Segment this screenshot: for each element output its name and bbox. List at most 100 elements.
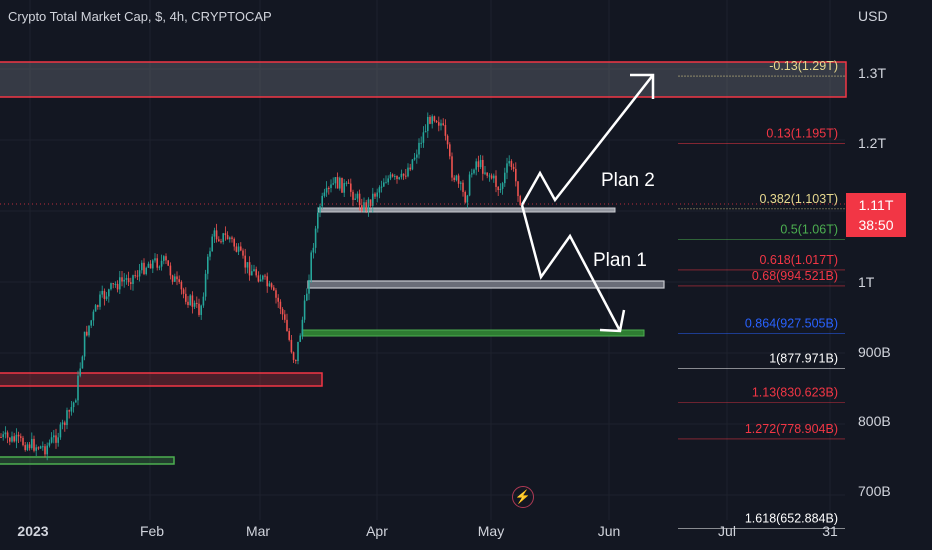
plan-1-arrowhead: [599, 309, 626, 333]
candle-body: [158, 266, 161, 268]
candle-body: [171, 275, 174, 282]
candle-body: [116, 283, 119, 290]
candle-body: [149, 263, 152, 269]
candle-body: [266, 276, 268, 287]
candle-body: [336, 177, 339, 189]
candle-body: [257, 275, 260, 282]
candle-body: [284, 314, 286, 320]
candle-body: [317, 212, 319, 229]
candle-body: [321, 195, 323, 207]
candle-body: [310, 252, 312, 281]
x-tick-label: Jul: [718, 523, 736, 539]
candle-body: [72, 402, 75, 408]
candle-body: [189, 295, 191, 306]
candle-body: [246, 262, 249, 268]
candle-body: [97, 305, 99, 307]
plan-2-arrow: [520, 74, 654, 206]
candle-body: [387, 178, 389, 183]
fib-levels: -0.13(1.29T) 0.13(1.195T) 0.382(1.103T) 0.5…: [0, 59, 845, 529]
candle-body: [125, 278, 128, 280]
candle-body: [141, 262, 143, 271]
candle-body: [356, 193, 359, 199]
chart-title: Crypto Total Market Cap, $, 4h, CRYPTOCA…: [8, 9, 272, 24]
candle-body: [297, 341, 299, 362]
candle-body: [251, 271, 253, 276]
candle-body: [354, 198, 356, 200]
candle-body: [396, 175, 398, 179]
candle-body: [457, 175, 460, 184]
candle-body: [9, 437, 11, 442]
candle-body: [35, 447, 37, 451]
candle-body: [178, 279, 180, 282]
candle-body: [88, 325, 90, 336]
candle-body: [343, 183, 345, 193]
candle-body: [420, 142, 422, 144]
candle-body: [255, 269, 257, 276]
candle-body: [15, 434, 18, 442]
candle-body: [215, 230, 218, 240]
candle-body: [48, 442, 51, 446]
candle-body: [22, 437, 24, 446]
candle-body: [422, 132, 425, 143]
candle-body: [510, 161, 513, 167]
candle-body: [0, 437, 2, 438]
lightning-icon[interactable]: ⚡: [512, 486, 534, 508]
candle-body: [174, 276, 176, 282]
candle-body: [119, 277, 121, 290]
candle-body: [273, 287, 275, 291]
candle-body: [295, 359, 297, 362]
y-tick-label: 700B: [858, 483, 891, 499]
candle-body: [200, 305, 202, 315]
candle-body: [66, 410, 68, 426]
candle-body: [303, 300, 306, 320]
candle-body: [253, 269, 255, 272]
candle-body: [86, 331, 88, 336]
candle-body: [110, 283, 112, 290]
candle-body: [57, 437, 59, 443]
fib-label: 1.618(652.884B): [745, 511, 838, 525]
candle-body: [376, 192, 378, 197]
candle-body: [220, 241, 222, 243]
candle-body: [90, 320, 92, 326]
candle-body: [444, 124, 447, 136]
candle-body: [127, 278, 130, 283]
candle-body: [365, 202, 367, 211]
candle-body: [53, 435, 55, 438]
candle-body: [24, 445, 26, 451]
candles: [0, 112, 521, 461]
candle-body: [290, 339, 293, 353]
fib-label: 1.13(830.623B): [752, 385, 838, 399]
candle-body: [468, 174, 471, 196]
candle-body: [418, 142, 420, 155]
candle-body: [20, 436, 22, 438]
annotations: Plan 2 Plan 1: [593, 170, 655, 271]
candle-body: [427, 116, 429, 132]
candle-body: [275, 290, 277, 298]
candle-body: [330, 184, 332, 188]
candle-body: [389, 174, 392, 179]
candle-body: [497, 186, 499, 190]
candle-body: [475, 161, 477, 170]
candle-body: [398, 177, 400, 179]
candle-body: [191, 295, 194, 307]
candle-body: [391, 174, 394, 177]
candle-body: [165, 256, 167, 261]
candle-body: [347, 182, 350, 184]
candle-body: [369, 199, 372, 206]
candle-body: [103, 290, 106, 299]
candle-body: [226, 235, 229, 240]
candle-body: [277, 297, 279, 302]
fib-label: 0.618(1.017T): [759, 253, 838, 267]
candle-body: [138, 270, 141, 277]
candle-body: [385, 182, 387, 184]
candle-body: [383, 182, 385, 187]
candle-body: [244, 255, 246, 268]
candle-body: [134, 275, 136, 277]
candle-body: [132, 275, 134, 284]
candle-body: [75, 400, 77, 403]
candle-body: [77, 375, 79, 401]
bar-countdown: 38:50: [858, 217, 894, 233]
fib-label: 1(877.971B): [769, 352, 838, 366]
candle-body: [506, 163, 508, 173]
